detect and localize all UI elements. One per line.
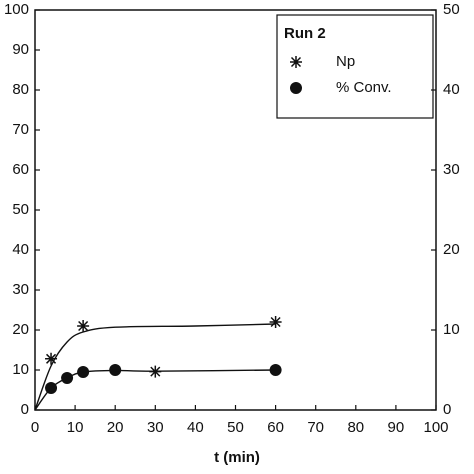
y-tick-label: 70 [12,121,29,138]
x-tick-label: 10 [67,419,84,436]
y-tick-label: 20 [12,321,29,338]
x-tick-label: 70 [307,419,324,436]
y2-tick-label: 10 [443,321,460,338]
x-tick-label: 80 [347,419,364,436]
x-tick-label: 30 [147,419,164,436]
x-tick-label: 0 [31,419,39,436]
y-tick-label: 10 [12,361,29,378]
y-tick-label: 40 [12,241,29,258]
y-tick-label: 0 [21,401,29,418]
x-axis-label: t (min) [214,449,260,466]
fit-curve [34,369,276,411]
x-tick-label: 90 [388,419,405,436]
x-tick-label: 60 [267,419,284,436]
y-tick-label: 50 [12,201,29,218]
y-tick-label: 80 [12,81,29,98]
fit-curve [34,323,276,411]
y-tick-label: 90 [12,41,29,58]
np-point [269,316,282,328]
legend-marker [290,56,302,68]
legend-title: Run 2 [284,25,326,42]
legend-marker [290,82,302,94]
y-tick-label: 30 [12,281,29,298]
np-point [45,352,58,365]
np-point [77,320,90,332]
y2-tick-label: 50 [443,1,460,18]
x-tick-label: 50 [227,419,244,436]
y2-tick-label: 30 [443,161,460,178]
legend-label: % Conv. [336,79,392,96]
y2-tick-label: 0 [443,401,451,418]
y2-tick-label: 40 [443,81,460,98]
legend-label: Np [336,53,355,70]
x-tick-label: 40 [187,419,204,436]
legend-box [276,14,434,119]
y2-tick-label: 20 [443,241,460,258]
y-tick-label: 100 [4,1,29,18]
x-tick-label: 20 [107,419,124,436]
y-tick-label: 60 [12,161,29,178]
x-tick-label: 100 [423,419,448,436]
